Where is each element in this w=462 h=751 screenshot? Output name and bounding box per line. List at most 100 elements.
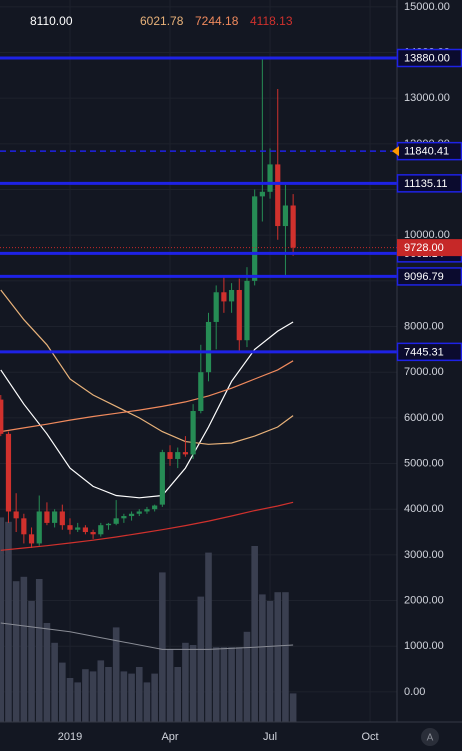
volume-bar: [289, 693, 297, 722]
candle-body: [198, 372, 204, 412]
candle-body: [5, 433, 12, 512]
candle-body: [175, 452, 181, 459]
candle-body: [121, 516, 127, 519]
volume-bar: [28, 601, 35, 722]
candle-body: [28, 534, 35, 544]
y-tick-label: 10000.00: [404, 229, 450, 241]
level-label: 9096.79: [404, 271, 444, 283]
candle-body: [213, 292, 219, 322]
last-price-label: 9728.00: [404, 242, 444, 254]
ma-line: [0, 321, 294, 499]
volume-bar: [59, 662, 66, 722]
candle-body: [205, 321, 212, 373]
candle-body: [244, 280, 250, 341]
y-tick-label: 0.00: [404, 686, 425, 698]
y-tick-label: 8000.00: [404, 320, 444, 332]
candle-body: [252, 196, 258, 281]
volume-bar: [174, 667, 182, 722]
y-tick-label: 2000.00: [404, 594, 444, 606]
y-tick-label: 1000.00: [404, 640, 444, 652]
volume-bar: [251, 546, 258, 722]
volume-bar: [51, 642, 58, 722]
candle-body: [67, 525, 73, 530]
ma-line: [0, 501, 294, 551]
volume-bar: [43, 623, 51, 722]
candle-body: [236, 289, 242, 341]
volume-bar: [159, 572, 166, 722]
candle-body: [36, 511, 42, 544]
volume-bar: [20, 576, 28, 722]
candle-body: [128, 513, 135, 517]
candle-body: [259, 191, 265, 197]
candle-body: [267, 164, 273, 192]
candle-body: [75, 527, 81, 530]
x-tick-label: Oct: [362, 731, 379, 743]
candle-body: [159, 452, 165, 505]
x-tick-label: Apr: [161, 731, 178, 743]
candle-body: [221, 292, 227, 302]
volume-bar: [12, 581, 20, 722]
candle-body: [52, 511, 58, 523]
volume-bar: [282, 592, 289, 722]
volume-layer: [0, 517, 297, 722]
x-tick-label: Jul: [263, 731, 277, 743]
candle-body: [136, 511, 142, 514]
candle-body: [190, 411, 196, 455]
candle-body: [21, 518, 27, 535]
candle-body: [13, 511, 19, 519]
auto-scale-button[interactable]: [421, 728, 439, 746]
volume-bar: [182, 642, 189, 722]
x-tick-label: 2019: [58, 731, 82, 743]
level-label: 11135.11: [404, 178, 447, 190]
volume-bar: [220, 647, 228, 722]
y-tick-label: 4000.00: [404, 503, 444, 515]
y-tick-label: 13000.00: [404, 92, 450, 104]
auto-scale-icon[interactable]: A: [427, 733, 434, 744]
y-tick-label: 15000.00: [404, 1, 450, 13]
candle-body: [59, 511, 65, 526]
alert-marker: [392, 146, 399, 157]
y-tick-label: 3000.00: [404, 549, 444, 561]
candle-body: [152, 505, 158, 510]
ma-layer: [0, 289, 294, 551]
grid-layer: [0, 0, 397, 722]
candle-body: [228, 289, 235, 302]
header-value: 4118.13: [250, 14, 293, 28]
volume-bar: [212, 647, 220, 722]
volume-bar: [112, 627, 120, 722]
volume-bar: [197, 596, 205, 722]
volume-bar: [89, 671, 97, 722]
candle-body: [167, 452, 173, 459]
volume-bar: [189, 645, 197, 722]
volume-bar: [205, 552, 212, 722]
volume-bar: [243, 631, 251, 722]
candle-body: [282, 205, 289, 227]
volume-ma-line: [0, 622, 294, 650]
level-label: 13880.00: [404, 52, 450, 64]
candle-body: [182, 452, 189, 455]
volume-bar: [0, 517, 5, 722]
last-price-box: [397, 239, 462, 257]
candle-body: [105, 523, 112, 526]
candle-body: [275, 164, 281, 227]
candle-body: [44, 511, 50, 523]
candle-body: [113, 518, 119, 524]
y-tick-label: 7000.00: [404, 366, 444, 378]
volume-bar: [97, 660, 105, 722]
header-layer: 8110.00 6021.78 7244.18 4118.13: [30, 14, 293, 28]
candle-body: [144, 509, 150, 512]
volume-bar: [5, 521, 12, 722]
volume-bar: [120, 671, 128, 722]
y-tick-label: 6000.00: [404, 412, 444, 424]
candle-body: [0, 399, 4, 434]
level-label: 11840.41: [404, 146, 449, 158]
volume-bar: [266, 601, 274, 722]
volume-bar: [74, 682, 82, 722]
volume-bar: [274, 592, 282, 722]
volume-bar: [82, 669, 89, 722]
volume-bar: [35, 579, 43, 722]
volume-bar: [128, 673, 135, 722]
axis-layer: 0.00 1000.00 2000.00 3000.00 4000.00 5000.00 6…: [58, 1, 462, 743]
